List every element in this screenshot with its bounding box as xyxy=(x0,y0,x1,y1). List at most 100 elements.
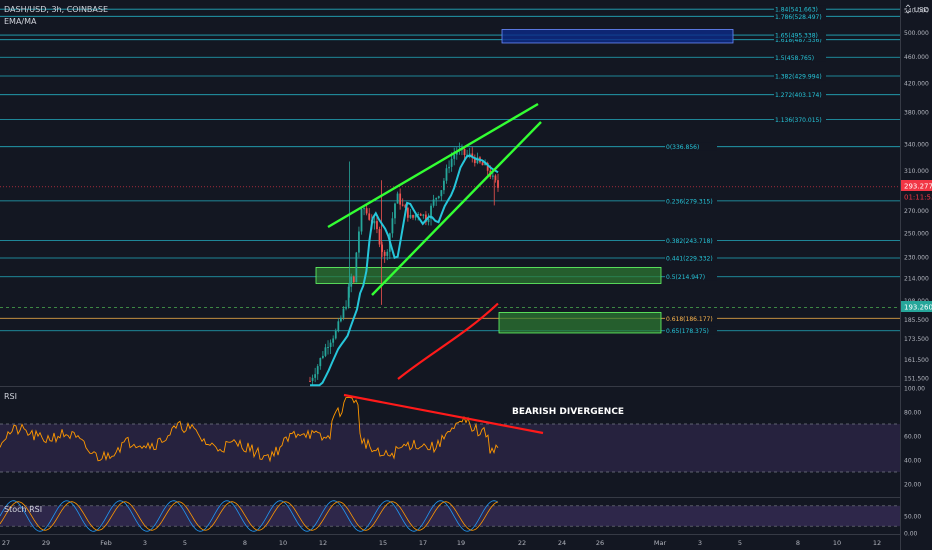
candle-body xyxy=(352,276,355,283)
fib-label-bg xyxy=(774,72,826,81)
candle-body xyxy=(445,168,448,181)
fib-level-label: 1.382(429.994) xyxy=(775,74,822,81)
candle-body xyxy=(394,203,396,219)
candle-body xyxy=(319,358,322,367)
highlight-zones[interactable] xyxy=(315,29,734,334)
ema-fast-line xyxy=(310,154,499,387)
candle-body xyxy=(437,196,440,198)
candle-body xyxy=(321,355,324,359)
candle-body xyxy=(365,208,368,214)
candle-body xyxy=(491,175,494,177)
candle-body xyxy=(327,346,329,348)
time-tick-label: 10 xyxy=(279,539,287,547)
candle-body xyxy=(332,338,335,343)
candle-body xyxy=(473,157,476,164)
indicator-label: EMA/MA xyxy=(4,17,37,26)
stoch-rsi-panel[interactable]: 0.00 50.00 xyxy=(0,500,921,538)
candle-body xyxy=(412,214,414,218)
candle-body xyxy=(409,214,412,218)
support-zone-box xyxy=(315,266,662,284)
time-tick-label: 26 xyxy=(596,539,604,547)
fib-level-label: 0.65(178.375) xyxy=(666,328,709,335)
candle-body xyxy=(340,317,342,322)
candle-body xyxy=(383,251,386,256)
time-tick-label: 19 xyxy=(457,539,465,547)
fib-retracement[interactable]: 0(336.856) 0.236(279.315) 0.382(243.718) 0.… xyxy=(0,5,900,335)
target-zone-box xyxy=(498,312,662,334)
currency-arrows-icon[interactable] xyxy=(905,4,911,14)
candle-body xyxy=(396,193,399,204)
candle-body xyxy=(337,321,340,331)
fib-level-label: 0(336.856) xyxy=(666,144,699,151)
fib-label-bg xyxy=(774,31,826,40)
fib-label-bg xyxy=(774,115,826,124)
price-tick-label: 500.000 xyxy=(904,30,929,37)
price-tick-label: 250.000 xyxy=(904,231,929,238)
fib-level-label: 0.236(279.315) xyxy=(666,198,713,205)
candle-body xyxy=(422,214,425,216)
divergence-annotation[interactable]: BEARISH DIVERGENCE xyxy=(512,407,624,417)
rsi-panel[interactable]: 20.00 40.00 60.00 80.00 100.00 xyxy=(0,386,925,489)
time-axis[interactable]: 27 29 Feb 3 5 8 10 12 15 17 19 22 24 26 Mar 3 5 8 10 12 xyxy=(2,539,881,547)
candle-body xyxy=(378,229,381,245)
fib-label-bg xyxy=(665,314,717,323)
fib-level-label: 1.272(403.174) xyxy=(775,92,822,99)
stoch-tick-label: 0.00 xyxy=(904,531,918,538)
rising-wedge-lines[interactable] xyxy=(327,102,542,296)
candle-body xyxy=(399,193,402,205)
fib-level-label: 0.5(214.947) xyxy=(666,274,705,281)
candle-body xyxy=(334,330,337,339)
fib-label-bg xyxy=(774,90,826,99)
candle-body xyxy=(368,213,371,220)
candle-body xyxy=(484,163,487,166)
price-tick-label: 185.500 xyxy=(904,317,929,324)
fib-label-bg xyxy=(774,5,826,14)
last-price-badge: 293.277 01:11:53 xyxy=(901,180,932,202)
time-tick-label: 17 xyxy=(419,539,427,547)
candle-body xyxy=(432,199,435,206)
time-tick-label: 3 xyxy=(698,539,702,547)
candle-body xyxy=(311,377,314,381)
candle-body xyxy=(358,231,360,253)
time-tick-label: 24 xyxy=(558,539,566,547)
candle-body xyxy=(373,221,376,224)
currency-label[interactable]: USD xyxy=(914,6,929,14)
candle-body xyxy=(466,154,468,156)
fib-level-label: 1.136(370.015) xyxy=(775,117,822,124)
fib-label-bg xyxy=(665,196,717,205)
fib-label-bg xyxy=(774,35,826,44)
rsi-tick-label: 20.00 xyxy=(904,482,921,489)
rsi-panel-label: RSI xyxy=(4,392,17,401)
candle-body xyxy=(443,180,445,191)
wedge-upper-line xyxy=(327,102,539,229)
price-tick-label: 540.000 xyxy=(904,8,929,15)
time-tick-label: 5 xyxy=(183,539,187,547)
divergence-line xyxy=(343,393,544,435)
candle-body xyxy=(391,218,394,234)
fib-level-label: 1.84(541.663) xyxy=(775,7,818,14)
stoch-tick-label: 50.00 xyxy=(904,514,921,521)
candle-body xyxy=(381,244,384,252)
fib-level-label: 1.618(487.536) xyxy=(775,37,822,44)
rsi-line xyxy=(0,397,499,463)
candle-body xyxy=(309,380,311,382)
time-tick-label: 29 xyxy=(42,539,50,547)
candle-body xyxy=(419,214,422,216)
fib-label-bg xyxy=(774,53,826,62)
price-tick-label: 460.000 xyxy=(904,54,929,61)
candle-body xyxy=(376,221,378,230)
time-tick-label: 12 xyxy=(873,539,881,547)
candle-body xyxy=(440,190,443,197)
fib-label-bg xyxy=(665,236,717,245)
extension-zone-box xyxy=(501,29,734,44)
candle-body xyxy=(486,163,489,171)
candle-body xyxy=(481,162,484,166)
rsi-tick-label: 40.00 xyxy=(904,458,921,465)
fib-level-label: 0.441(229.332) xyxy=(666,255,713,262)
candle-body xyxy=(324,347,327,356)
candle-body xyxy=(448,166,450,169)
price-tick-label: 173.500 xyxy=(904,336,929,343)
time-tick-label: 3 xyxy=(143,539,147,547)
stoch-k-line xyxy=(0,500,499,532)
